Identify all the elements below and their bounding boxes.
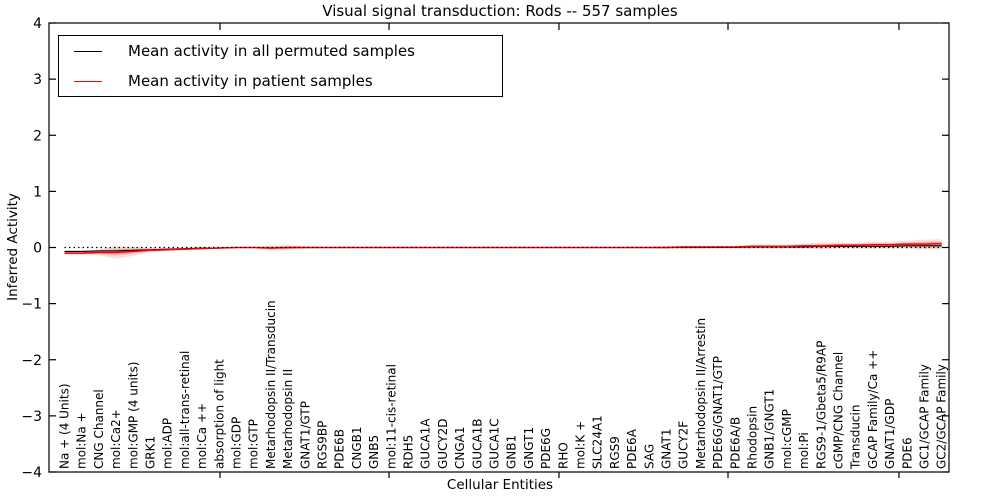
- x-category-label: CNGA1: [453, 427, 467, 470]
- legend-item-permuted: Mean activity in all permuted samples: [59, 38, 502, 64]
- x-category-label: GC2/GCAP Family: [935, 364, 949, 469]
- y-tick-label: −2: [21, 353, 42, 369]
- x-category-label: GNAT1/GTP: [298, 401, 312, 469]
- x-category-label: GNAT1/GDP: [883, 399, 897, 469]
- x-category-label: RDH5: [402, 435, 416, 469]
- x-category-label: mol:Pi: [797, 432, 811, 469]
- y-tick-label: −3: [21, 409, 42, 425]
- x-category-label: PDE6A: [625, 428, 639, 469]
- series-line-patient: [64, 242, 942, 254]
- x-category-label: cGMP/CNG Channel: [832, 352, 846, 469]
- y-tick-label: −1: [21, 297, 42, 313]
- x-category-label: GUCA1A: [419, 418, 433, 469]
- x-category-label: GNAT1: [660, 428, 674, 469]
- x-category-label: GNGT1: [522, 427, 536, 469]
- x-category-label: absorption of light: [212, 359, 226, 469]
- x-category-label: Metarhodopsin II/Transducin: [264, 300, 278, 469]
- x-category-label: PDE6: [900, 437, 914, 469]
- y-tick-label: 1: [33, 184, 42, 200]
- x-category-label: RGS9-1/Gbeta5/R9AP: [814, 341, 828, 469]
- x-category-label: mol:K +: [574, 421, 588, 469]
- chart-title: Visual signal transduction: Rods -- 557 …: [322, 2, 678, 20]
- x-category-label: RGS9BP: [316, 421, 330, 469]
- legend-line-red-icon: [74, 80, 102, 82]
- x-category-label: PDE6G/GNAT1/GTP: [711, 356, 725, 469]
- y-tick-label: 0: [33, 241, 42, 257]
- x-category-label: CNGB1: [350, 426, 364, 469]
- y-tick-label: 2: [33, 128, 42, 144]
- x-category-label: mol:GDP: [230, 417, 244, 469]
- x-category-label: Transducin: [849, 405, 863, 470]
- x-category-label: Na + (4 Units): [58, 383, 72, 469]
- legend-line-black-icon: [74, 50, 102, 52]
- x-category-label: GNB1/GNGT1: [763, 389, 777, 469]
- x-category-label: GRK1: [144, 436, 158, 469]
- x-category-label: GUCA1B: [470, 418, 484, 469]
- y-tick-label: 3: [33, 72, 42, 88]
- x-category-label: Metarhodopsin II: [281, 369, 295, 469]
- x-category-label: mol:all-trans-retinal: [178, 351, 192, 469]
- x-category-label: mol:11-cis-retinal: [384, 364, 398, 469]
- x-category-label: mol:GMP (4 units): [126, 362, 140, 469]
- x-category-label: mol:cGMP: [780, 409, 794, 469]
- legend-label-permuted: Mean activity in all permuted samples: [128, 42, 415, 60]
- x-category-label: GC1/GCAP Family: [918, 364, 932, 469]
- x-category-label: CNG Channel: [92, 389, 106, 469]
- x-category-label: mol:GTP: [247, 419, 261, 469]
- x-category-label: PDE6A/B: [728, 417, 742, 469]
- x-category-label: SLC24A1: [591, 415, 605, 469]
- x-category-label: RGS9: [608, 436, 622, 469]
- x-category-label: GUCY2F: [677, 421, 691, 469]
- legend-item-patient: Mean activity in patient samples: [59, 68, 502, 94]
- x-category-label: mol:Ca ++: [195, 403, 209, 469]
- x-category-label: GCAP Family/Ca ++: [866, 350, 880, 469]
- x-category-label: mol:ADP: [161, 418, 175, 469]
- legend: Mean activity in all permuted samples Me…: [58, 35, 503, 97]
- y-tick-label: 4: [33, 16, 42, 32]
- x-category-label: GNB1: [505, 435, 519, 469]
- x-axis-label: Cellular Entities: [446, 477, 554, 493]
- x-category-label: mol:Ca2+: [109, 409, 123, 469]
- x-category-label: RHO: [556, 442, 570, 469]
- x-category-label: PDE6B: [333, 429, 347, 469]
- x-category-label: mol:Na +: [75, 412, 89, 469]
- x-category-label: Rhodopsin: [746, 406, 760, 469]
- x-category-label: Metarhodopsin II/Arrestin: [694, 318, 708, 469]
- x-category-label: GNB5: [367, 435, 381, 469]
- x-category-label: SAG: [642, 444, 656, 469]
- x-category-label: GUCY2D: [436, 419, 450, 469]
- y-tick-label: −4: [21, 465, 42, 481]
- legend-label-patient: Mean activity in patient samples: [128, 72, 373, 90]
- x-category-label: PDE6G: [539, 428, 553, 469]
- x-category-label: GUCA1C: [488, 418, 502, 469]
